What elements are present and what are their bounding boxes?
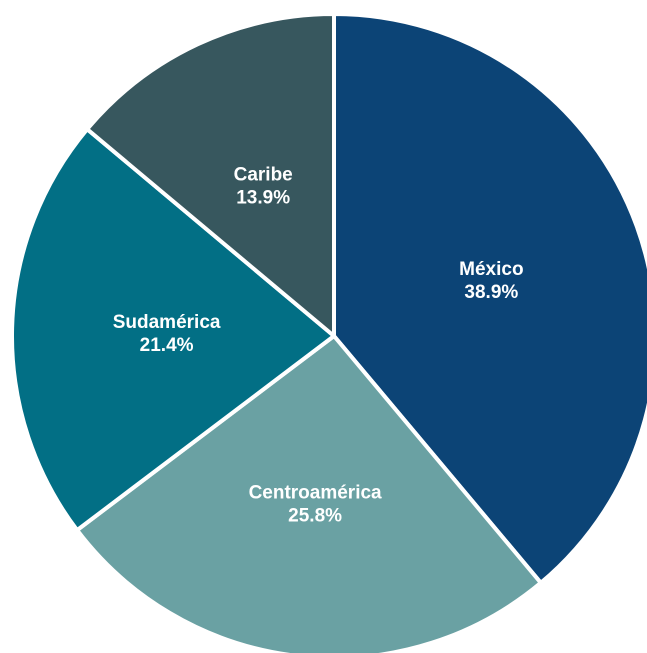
slice-value-label: 38.9%: [464, 282, 518, 303]
pie-slice-mexico: [332, 12, 647, 585]
slice-category-label: México: [459, 259, 523, 280]
pie-slice-centroamerica: [75, 334, 543, 653]
slice-label-sudamerica: Sudamérica 21.4%: [113, 312, 221, 356]
slice-label-centroamerica: Centroamérica 25.8%: [249, 482, 382, 526]
pie-slice-caribe: [85, 12, 336, 338]
slice-category-label: Caribe: [234, 164, 293, 185]
slice-category-label: Sudamérica: [113, 312, 221, 333]
slice-category-label: Centroamérica: [249, 482, 382, 503]
slice-value-label: 13.9%: [236, 187, 290, 208]
pie-labels: México 38.9%Centroamérica 25.8%Sudamérica 2…: [113, 164, 524, 526]
slice-value-label: 21.4%: [140, 335, 194, 356]
pie-slices: [10, 12, 647, 653]
slice-value-label: 25.8%: [288, 505, 342, 526]
slice-label-mexico: México 38.9%: [459, 259, 523, 303]
slice-label-caribe: Caribe 13.9%: [234, 164, 293, 208]
pie-slice-sudamerica: [10, 127, 336, 533]
